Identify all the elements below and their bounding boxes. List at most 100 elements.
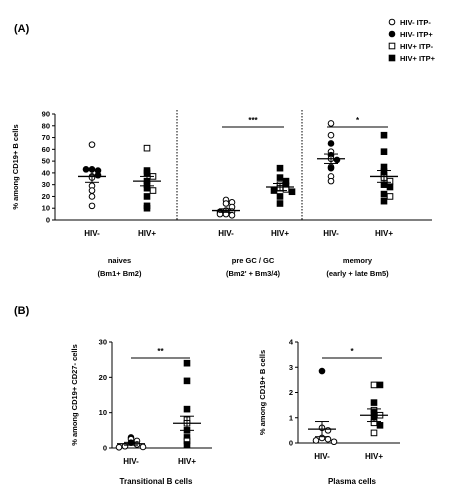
group-subtitle: (Bm2' + Bm3/4): [226, 269, 281, 278]
data-point: [183, 359, 191, 367]
data-point: [376, 381, 384, 389]
significance-label: **: [157, 347, 164, 356]
data-point: [327, 164, 335, 172]
legend: HIV- ITP- HIV- ITP+ HIV+ ITP- HIV+ ITP+: [388, 18, 436, 63]
significance-label: ***: [248, 116, 258, 125]
data-point: [276, 193, 284, 200]
data-point: [143, 169, 151, 177]
data-point: [324, 427, 332, 434]
data-point: [94, 171, 102, 179]
group-subtitle: (early + late Bm5): [326, 269, 389, 278]
group-name: naives: [108, 256, 131, 265]
y-tick-label: 4: [289, 338, 294, 347]
data-point: [318, 367, 326, 375]
data-point: [143, 193, 151, 200]
group-name: memory: [343, 256, 373, 265]
group-name: pre GC / GC: [232, 256, 275, 265]
chart-title: Plasma cells: [328, 477, 377, 486]
x-tick-label: HIV+: [271, 229, 289, 238]
group-2: HIV- HIV+ memory (early + late Bm5) *: [317, 116, 398, 278]
data-point: [82, 166, 90, 173]
chart-plasma-cells: 0 1 2 3 4 % among CD19+ B cells HIV- HIV+ * Plasm…: [258, 338, 400, 486]
data-point: [330, 438, 338, 446]
data-point: [386, 177, 394, 185]
y-tick-label: 80: [42, 121, 50, 130]
x-tick-label: HIV-: [218, 229, 234, 238]
data-point: [228, 211, 236, 219]
x-tick-label: HIV+: [178, 457, 196, 466]
y-tick-label: 60: [42, 145, 50, 154]
legend-marker-filled-circle: [388, 30, 396, 38]
y-tick-label: 1: [289, 413, 293, 422]
data-point: [183, 405, 191, 413]
y-tick-label: 0: [289, 439, 293, 448]
group-0: HIV- HIV+ naives (Bm1+ Bm2): [78, 141, 161, 278]
data-point: [380, 131, 388, 139]
data-point: [149, 187, 157, 194]
data-point: [324, 435, 332, 443]
data-point: [88, 202, 96, 210]
significance-label: *: [356, 116, 360, 125]
data-point: [327, 140, 335, 147]
y-tick-label: 10: [99, 408, 107, 417]
data-point: [183, 441, 191, 448]
x-tick-label: HIV+: [365, 452, 383, 461]
chart-panel-a: 0 10 20 30 40 50 60 70 80 90 % among CD19+ B cells…: [11, 110, 432, 278]
y-axis-label: % among CD19+ B cells: [11, 124, 20, 209]
data-point: [276, 174, 284, 181]
data-point: [380, 190, 388, 198]
y-axis-label: % among CD19+ CD27- cells: [70, 344, 79, 446]
y-tick-label: 90: [42, 110, 50, 119]
y-tick-label: 30: [99, 338, 107, 347]
data-point: [312, 437, 320, 444]
chart-title: Transitional B cells: [120, 477, 193, 486]
y-tick-label: 70: [42, 133, 50, 142]
panel-b-label: (B): [14, 305, 30, 317]
data-point: [386, 183, 394, 191]
legend-marker-open-circle: [388, 18, 396, 26]
legend-label: HIV+ ITP-: [400, 42, 434, 51]
data-point: [133, 441, 141, 448]
x-tick-label: HIV-: [323, 229, 339, 238]
y-tick-label: 40: [42, 168, 50, 177]
x-tick-label: HIV-: [314, 452, 330, 461]
x-tick-label: HIV-: [84, 229, 100, 238]
data-point: [88, 141, 96, 148]
y-tick-label: 20: [42, 192, 50, 201]
legend-label: HIV- ITP+: [400, 30, 433, 39]
data-point: [115, 443, 123, 451]
y-tick-label: 50: [42, 157, 50, 166]
data-point: [333, 156, 341, 164]
data-point: [370, 399, 378, 406]
data-point: [276, 164, 284, 172]
data-point: [386, 193, 394, 200]
legend-marker-open-square: [388, 42, 396, 50]
data-point: [380, 197, 388, 205]
data-point: [88, 187, 96, 194]
x-tick-label: HIV-: [123, 457, 139, 466]
data-point: [370, 381, 378, 389]
data-point: [88, 193, 96, 200]
group-subtitle: (Bm1+ Bm2): [98, 269, 142, 278]
data-point: [288, 188, 296, 196]
data-point: [222, 200, 230, 207]
data-point: [183, 377, 191, 385]
legend-marker-filled-square: [388, 54, 396, 62]
data-point: [139, 443, 147, 451]
y-tick-label: 0: [46, 216, 50, 225]
x-tick-label: HIV+: [375, 229, 393, 238]
y-axis-label: % among CD19+ B cells: [258, 350, 267, 435]
data-point: [276, 200, 284, 207]
y-tick-label: 10: [42, 204, 50, 213]
data-point: [327, 177, 335, 185]
data-point: [143, 144, 151, 152]
legend-label: HIV- ITP-: [400, 18, 431, 27]
data-point: [376, 422, 384, 429]
data-point: [370, 429, 378, 437]
y-tick-label: 2: [289, 388, 293, 397]
chart-transitional-b-cells: 0 10 20 30 % among CD19+ CD27- cells HIV- HIV+…: [70, 338, 212, 486]
y-tick-label: 30: [42, 180, 50, 189]
group-1: HIV- HIV+ pre GC / GC (Bm2' + Bm3/4) ***: [212, 116, 296, 278]
legend-label: HIV+ ITP+: [400, 54, 436, 63]
